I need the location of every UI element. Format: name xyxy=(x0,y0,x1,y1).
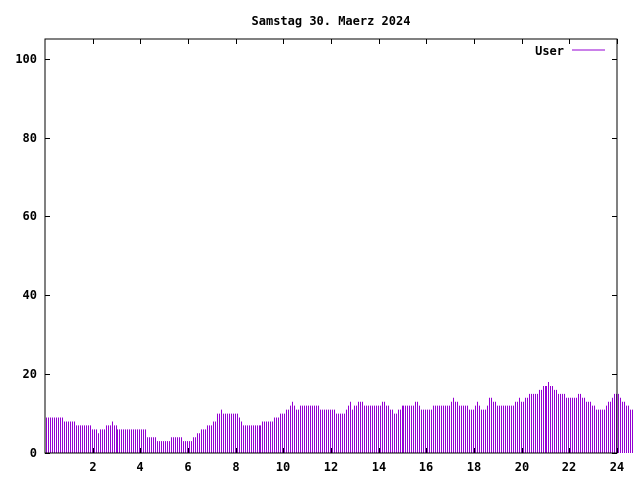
x-tick-label: 18 xyxy=(467,460,481,474)
y-tick-label: 40 xyxy=(23,288,37,302)
x-tick-label: 6 xyxy=(184,460,191,474)
y-tick-label: 80 xyxy=(23,131,37,145)
x-tick-label: 22 xyxy=(562,460,576,474)
chart-title: Samstag 30. Maerz 2024 xyxy=(252,14,411,28)
bars-group xyxy=(46,382,633,453)
y-tick-label: 20 xyxy=(23,367,37,381)
x-tick-label: 2 xyxy=(89,460,96,474)
x-tick-label: 20 xyxy=(515,460,529,474)
x-tick-label: 8 xyxy=(232,460,239,474)
x-tick-label: 10 xyxy=(276,460,290,474)
x-tick-label: 4 xyxy=(136,460,143,474)
x-tick-label: 12 xyxy=(324,460,338,474)
y-tick-label: 100 xyxy=(15,52,37,66)
y-tick-label: 60 xyxy=(23,209,37,223)
x-tick-label: 24 xyxy=(610,460,624,474)
y-tick-label: 0 xyxy=(30,446,37,460)
x-tick-label: 14 xyxy=(372,460,386,474)
legend: User xyxy=(535,44,605,58)
x-tick-label: 16 xyxy=(419,460,433,474)
legend-label-user: User xyxy=(535,44,564,58)
